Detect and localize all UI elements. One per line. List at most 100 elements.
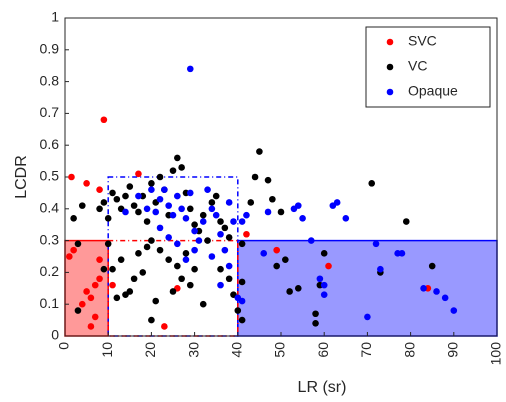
point (182, 256, 190, 263)
point (238, 297, 246, 305)
legend-label: Opaque (408, 83, 458, 99)
point (126, 288, 134, 295)
legend-marker (386, 88, 394, 96)
point (126, 183, 134, 190)
x-tick-label: 0 (56, 342, 72, 350)
point (221, 246, 229, 254)
point (217, 281, 224, 289)
x-tick-label: 70 (358, 342, 374, 358)
point (178, 205, 185, 213)
point (83, 288, 90, 295)
point (113, 294, 121, 302)
point (199, 300, 207, 308)
point (238, 218, 246, 225)
y-tick-label: 0.4 (40, 200, 60, 216)
point (148, 237, 155, 244)
point (199, 218, 207, 225)
point (273, 246, 280, 254)
point (441, 294, 449, 302)
point (74, 240, 82, 248)
point (212, 211, 220, 219)
point (78, 202, 86, 209)
y-tick-label: 0.5 (40, 168, 60, 184)
y-tick-label: 0.3 (40, 231, 60, 247)
point (174, 154, 181, 162)
x-axis-label: LR (sr) (298, 379, 347, 396)
x-tick-label: 80 (401, 342, 417, 358)
point (320, 250, 328, 257)
point (260, 250, 268, 257)
y-tick-label: 0.6 (40, 136, 60, 152)
point (70, 215, 77, 222)
point (70, 246, 77, 254)
point (83, 180, 90, 187)
point (312, 310, 319, 318)
point (96, 205, 103, 213)
point (299, 215, 306, 222)
point (208, 205, 216, 213)
point (178, 164, 185, 171)
y-axis-label: LCDR (13, 155, 30, 199)
point (113, 195, 121, 203)
point (186, 205, 194, 213)
point (225, 199, 233, 206)
point (152, 208, 160, 216)
point (191, 221, 198, 228)
point (109, 189, 116, 197)
legend-label: SVC (408, 33, 437, 49)
point (420, 285, 427, 292)
legend-box (365, 26, 491, 108)
point (398, 250, 406, 257)
point (243, 211, 250, 219)
point (368, 180, 376, 187)
point (96, 275, 103, 283)
x-tick-label: 60 (315, 342, 331, 358)
point (96, 186, 103, 194)
x-tick-label: 40 (229, 342, 245, 358)
x-tick-label: 10 (99, 342, 115, 358)
point (428, 262, 436, 270)
point (204, 186, 211, 194)
x-tick-label: 50 (272, 342, 288, 358)
point (135, 250, 142, 257)
legend-label: VC (408, 58, 427, 74)
point (238, 316, 246, 324)
point (225, 262, 233, 270)
point (208, 199, 216, 206)
point (139, 269, 147, 276)
point (143, 205, 151, 213)
point (364, 313, 371, 321)
point (182, 250, 190, 257)
point (230, 218, 237, 225)
point (320, 291, 328, 298)
point (294, 202, 302, 209)
point (282, 256, 289, 263)
point (130, 202, 138, 209)
point (372, 240, 380, 248)
legend-marker (386, 63, 394, 71)
point (225, 275, 233, 283)
point (191, 246, 198, 254)
x-tick-label: 30 (185, 342, 201, 358)
point (264, 176, 272, 184)
y-tick-label: 0.7 (40, 104, 60, 120)
point (156, 246, 164, 254)
point (148, 180, 155, 187)
point (91, 281, 99, 289)
point (143, 218, 151, 225)
y-tick-label: 0.2 (40, 263, 60, 279)
point (234, 307, 242, 314)
point (109, 281, 116, 289)
point (117, 256, 125, 263)
point (161, 323, 168, 330)
point (256, 148, 263, 155)
point (320, 281, 328, 289)
point (87, 294, 95, 302)
point (74, 307, 82, 314)
point (78, 300, 86, 308)
region (107, 176, 239, 337)
point (307, 237, 315, 244)
x-tick-label: 20 (142, 342, 158, 358)
point (91, 313, 99, 321)
